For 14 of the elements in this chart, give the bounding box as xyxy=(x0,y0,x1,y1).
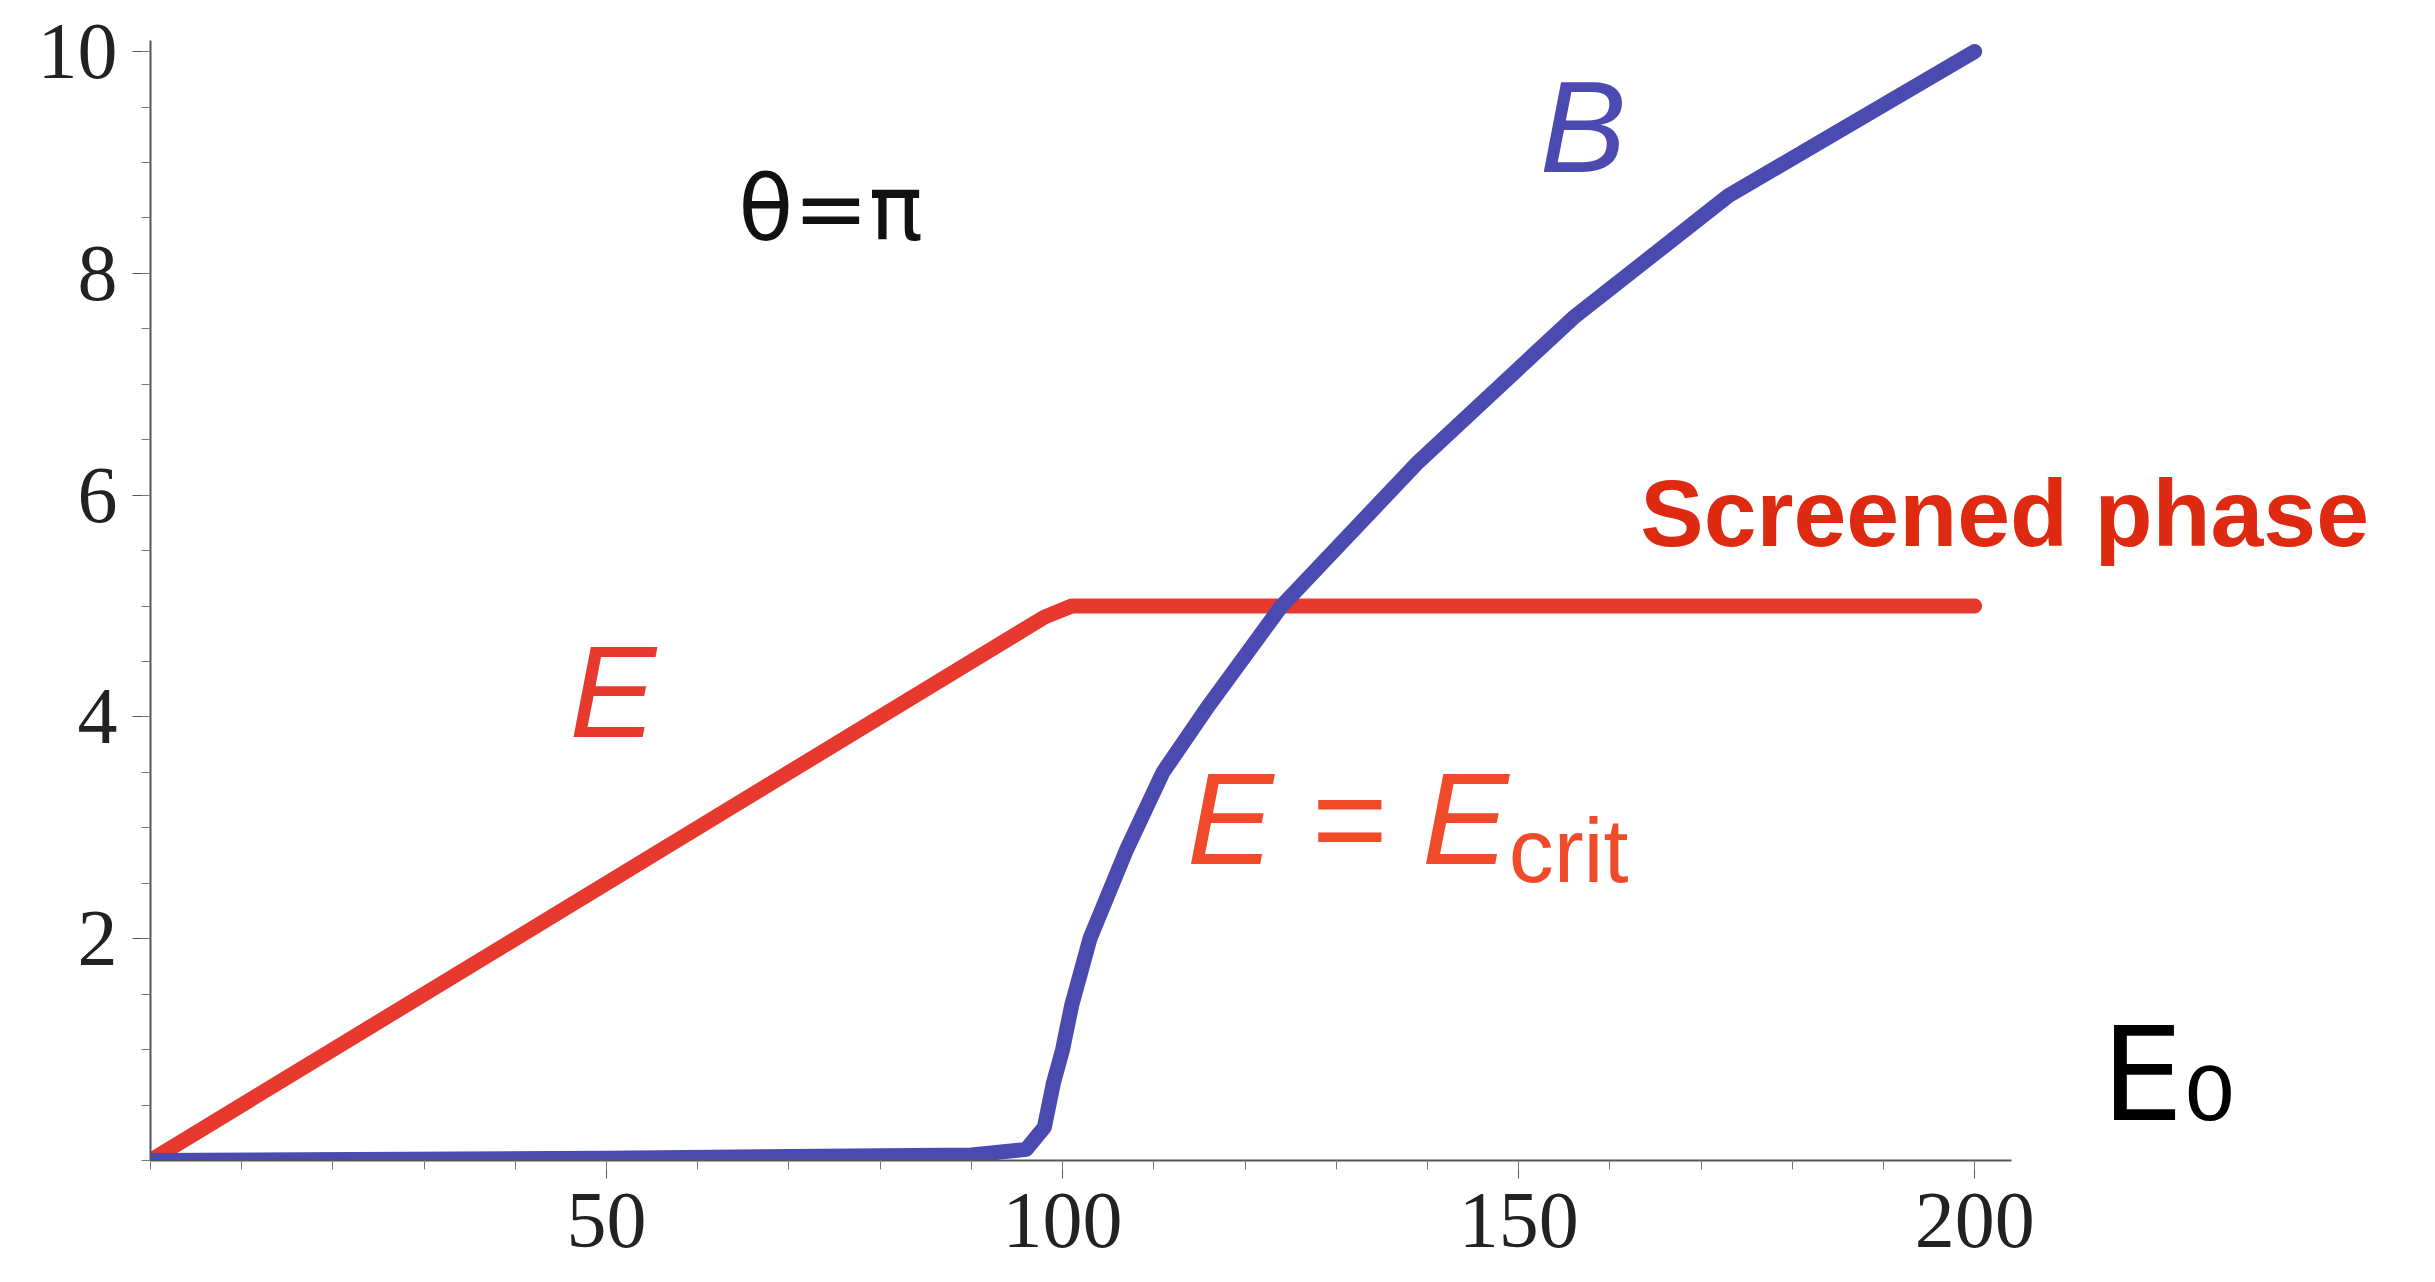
annotation: θ=π xyxy=(738,155,923,261)
y-tick-label: 2 xyxy=(77,894,118,983)
y-tick-label: 4 xyxy=(77,672,118,761)
annotation: Screened phase xyxy=(1640,460,2370,567)
series-label: B xyxy=(1539,53,1627,200)
y-tick-label: 6 xyxy=(77,450,118,539)
y-tick-label: 10 xyxy=(37,7,118,96)
x-tick-label: 100 xyxy=(1002,1175,1123,1264)
x-tick-label: 50 xyxy=(566,1175,647,1264)
x-tick-label: 150 xyxy=(1458,1175,1579,1264)
series-label: E xyxy=(569,619,658,766)
y-tick-label: 8 xyxy=(77,228,118,317)
x-tick-label: 200 xyxy=(1914,1175,2035,1264)
x-axis-title: E₀ xyxy=(2101,998,2236,1151)
